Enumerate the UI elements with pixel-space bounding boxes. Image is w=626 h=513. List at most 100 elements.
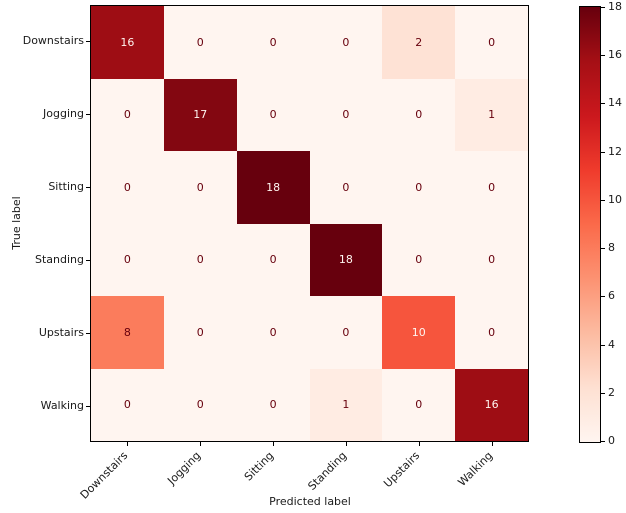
x-tick-mark [419, 442, 421, 446]
cell-value: 0 [196, 35, 204, 49]
heatmap-cell: 0 [163, 151, 237, 224]
cell-value: 8 [123, 325, 131, 339]
cell-value: 18 [266, 180, 281, 194]
cell-value: 1 [342, 398, 350, 412]
colorbar-tick-mark [601, 199, 605, 201]
heatmap-cell: 0 [163, 368, 237, 441]
colorbar-tick-mark [601, 7, 605, 8]
colorbar-tick-label: 14 [608, 96, 622, 110]
cell-value: 0 [269, 108, 277, 122]
heatmap-cell: 0 [382, 223, 456, 296]
x-tick-label: Jogging [164, 449, 203, 488]
heatmap-cell: 1 [455, 78, 528, 151]
y-tick-label: Standing [34, 252, 84, 266]
cell-value: 0 [415, 180, 423, 194]
heatmap-cell: 0 [455, 223, 528, 296]
colorbar-tick-mark [601, 441, 605, 442]
cell-value: 0 [415, 398, 423, 412]
heatmap-cell: 0 [382, 151, 456, 224]
cell-value: 10 [411, 325, 426, 339]
heatmap-cell: 0 [236, 6, 310, 79]
colorbar-tick-label: 12 [608, 144, 622, 158]
cell-value: 0 [269, 325, 277, 339]
colorbar-tick-label: 4 [608, 337, 615, 351]
y-tick-mark [86, 332, 90, 334]
heatmap-cell: 16 [91, 6, 164, 79]
heatmap-cell: 0 [309, 6, 383, 79]
cell-value: 0 [269, 398, 277, 412]
colorbar-tick-label: 10 [608, 192, 622, 206]
y-tick-mark [86, 187, 90, 189]
cell-value: 17 [193, 108, 208, 122]
heatmap-cell: 1 [309, 368, 383, 441]
heatmap-cell: 0 [163, 223, 237, 296]
colorbar-tick-label: 0 [608, 434, 615, 447]
heatmap-cell: 18 [236, 151, 310, 224]
x-axis-title: Predicted label [269, 495, 351, 508]
y-tick-label: Upstairs [38, 325, 84, 339]
colorbar-tick-label: 2 [608, 385, 615, 399]
heatmap-cell: 0 [236, 296, 310, 369]
y-tick-mark [86, 41, 90, 43]
heatmap-cell: 0 [382, 368, 456, 441]
heatmap-cell: 0 [455, 296, 528, 369]
cell-value: 0 [415, 108, 423, 122]
heatmap-cell: 0 [455, 6, 528, 79]
colorbar-tick-label: 6 [608, 289, 615, 303]
colorbar-tick-mark [601, 344, 605, 346]
cell-value: 1 [488, 108, 496, 122]
cell-value: 0 [196, 253, 204, 267]
heatmap-plot-area: 16 0 0 0 2 0 0 17 0 0 0 1 0 0 18 0 0 0 0 0 0 18 0 0 8 0 0 0 10 0 0 0 0 1 0… [90, 5, 529, 442]
cell-value: 18 [338, 253, 353, 267]
colorbar-tick-mark [601, 55, 605, 57]
heatmap-cell: 0 [309, 296, 383, 369]
heatmap-cell: 0 [236, 78, 310, 151]
colorbar-tick-mark [601, 103, 605, 105]
heatmap-cell: 10 [382, 296, 456, 369]
colorbar-tick-label: 18 [608, 0, 622, 13]
heatmap-cell: 0 [163, 296, 237, 369]
x-tick-mark [346, 442, 348, 446]
heatmap-cell: 0 [309, 151, 383, 224]
x-tick-label: Walking [455, 449, 496, 489]
x-tick-mark [272, 442, 274, 446]
heatmap-cell: 18 [309, 223, 383, 296]
heatmap-cell: 0 [91, 78, 164, 151]
cell-value: 0 [415, 253, 423, 267]
heatmap-cell: 0 [91, 368, 164, 441]
heatmap-cell: 0 [455, 151, 528, 224]
cell-value: 0 [488, 35, 496, 49]
y-tick-label: Sitting [48, 180, 84, 194]
colorbar-tick-label: 16 [608, 48, 622, 62]
x-tick-mark [492, 442, 494, 446]
cell-value: 0 [342, 108, 350, 122]
x-tick-mark [126, 442, 128, 446]
y-tick-label: Walking [40, 398, 84, 412]
heatmap-cell: 0 [382, 78, 456, 151]
cell-value: 0 [269, 35, 277, 49]
colorbar-tick-label: 8 [608, 241, 615, 255]
cell-value: 0 [342, 325, 350, 339]
cell-value: 0 [123, 108, 131, 122]
cell-value: 0 [196, 180, 204, 194]
heatmap-cell: 0 [163, 6, 237, 79]
y-tick-label: Downstairs [22, 34, 84, 48]
colorbar-tick-mark [601, 392, 605, 394]
colorbar-tick-mark [601, 151, 605, 153]
cell-value: 0 [123, 398, 131, 412]
cell-value: 0 [488, 180, 496, 194]
y-tick-mark [86, 405, 90, 407]
heatmap-cell: 0 [91, 223, 164, 296]
cell-value: 0 [269, 253, 277, 267]
y-tick-mark [86, 114, 90, 116]
colorbar [579, 6, 601, 443]
cell-value: 0 [123, 253, 131, 267]
heatmap-cell: 16 [455, 368, 528, 441]
cell-value: 16 [484, 398, 499, 412]
heatmap-cell: 2 [382, 6, 456, 79]
heatmap-cell: 0 [91, 151, 164, 224]
heatmap-cell: 17 [163, 78, 237, 151]
y-tick-label: Jogging [43, 107, 84, 121]
cell-value: 16 [120, 35, 135, 49]
